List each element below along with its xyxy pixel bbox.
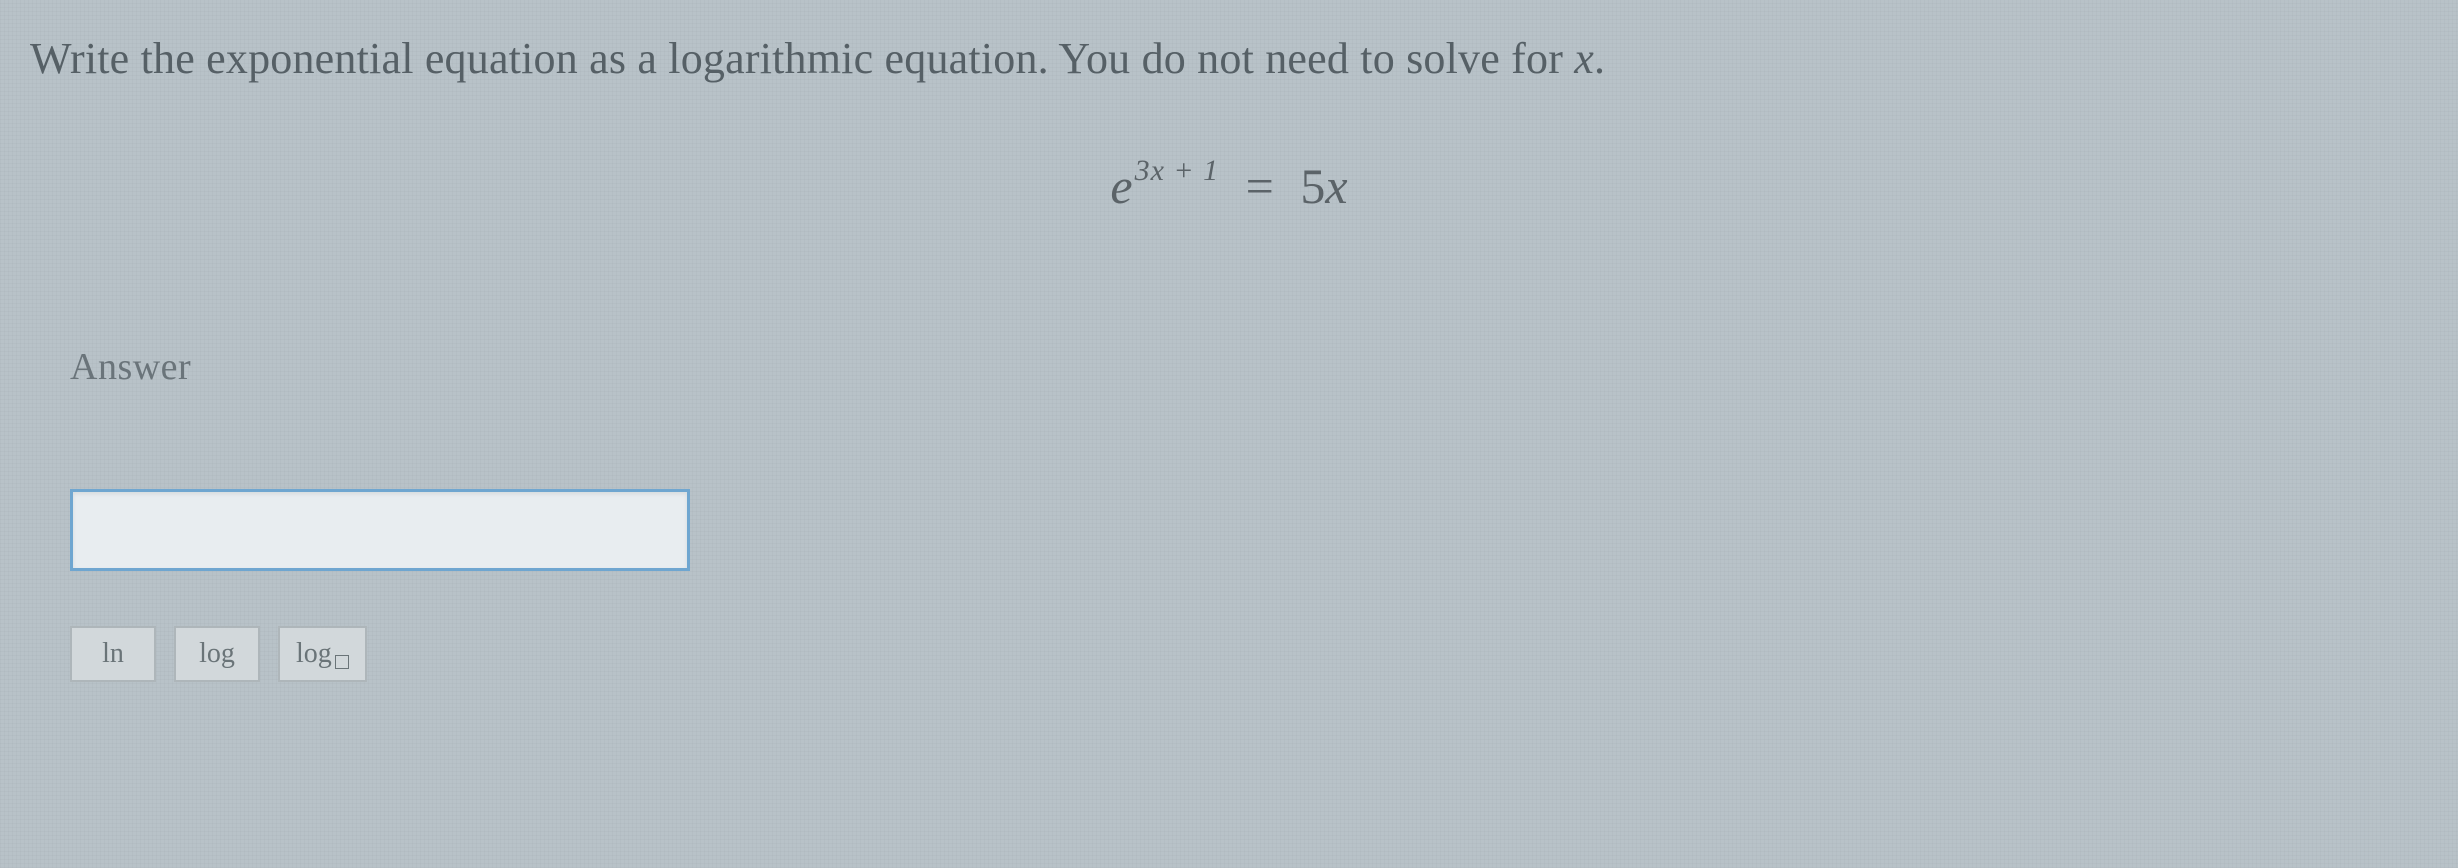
ln-button[interactable]: ln: [70, 626, 156, 682]
equation: e3x + 1 = 5x: [1110, 157, 1347, 215]
answer-input-wrap: [70, 489, 2428, 571]
equals-sign: =: [1246, 158, 1274, 214]
answer-label: Answer: [70, 345, 2428, 389]
function-button-row: ln log log: [70, 626, 2428, 682]
question-prompt: Write the exponential equation as a loga…: [30, 30, 2428, 87]
subscript-box-icon: [335, 655, 349, 669]
log-button-label: log: [199, 640, 235, 668]
rhs-coeff: 5: [1300, 158, 1325, 214]
equation-exponent: 3x + 1: [1135, 154, 1220, 187]
equation-base: e: [1110, 158, 1132, 214]
equation-row: e3x + 1 = 5x: [30, 157, 2428, 215]
rhs-var: x: [1325, 158, 1347, 214]
question-text-prefix: Write the exponential equation as a loga…: [30, 34, 1574, 83]
log-base-button[interactable]: log: [278, 626, 367, 682]
log-button[interactable]: log: [174, 626, 260, 682]
log-base-button-label: log: [296, 640, 332, 668]
answer-input[interactable]: [70, 489, 690, 571]
question-text-suffix: .: [1594, 34, 1605, 83]
ln-button-label: ln: [102, 640, 124, 668]
question-variable: x: [1574, 34, 1594, 83]
